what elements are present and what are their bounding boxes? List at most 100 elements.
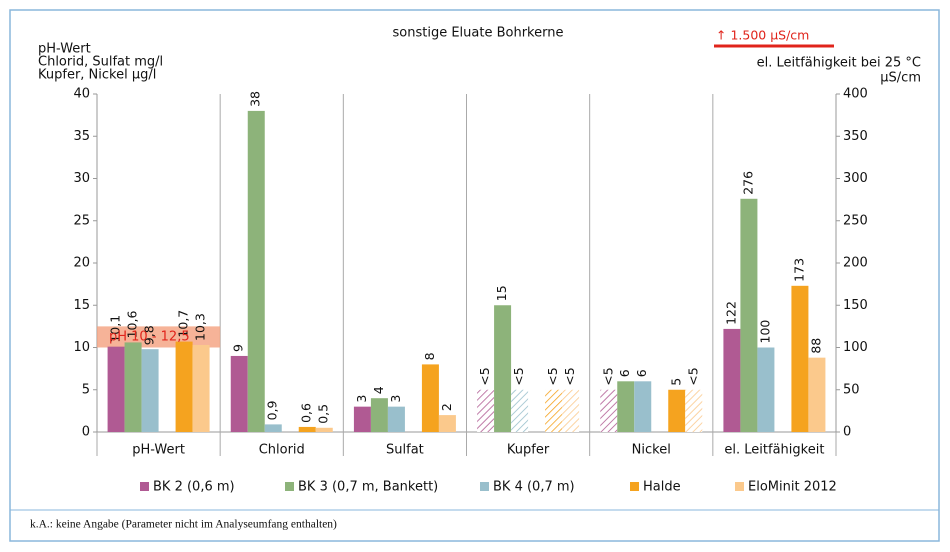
value-label: 9	[231, 344, 246, 352]
annotation-label: pH 10 - 12,5	[109, 329, 190, 344]
bar	[600, 389, 618, 432]
value-label: 173	[791, 258, 806, 282]
value-label: <5	[511, 367, 526, 385]
y-axis-label: Kupfer, Nickel µg/l	[38, 68, 156, 83]
bar	[192, 344, 210, 432]
value-label: 5	[668, 378, 683, 386]
value-label: 276	[740, 171, 755, 195]
x-tick-label: Kupfer	[507, 443, 550, 458]
legend-swatch	[735, 482, 744, 491]
y-tick-label: 20	[73, 256, 90, 271]
bar	[421, 364, 439, 432]
bar	[315, 427, 333, 432]
value-label: <5	[562, 367, 577, 385]
y2-tick-label: 300	[843, 171, 868, 186]
legend-swatch	[630, 482, 639, 491]
value-label: 6	[617, 369, 632, 377]
value-label: 9,8	[142, 325, 157, 345]
bar	[264, 424, 282, 432]
bar	[668, 389, 686, 432]
bar	[387, 406, 405, 432]
legend-swatch	[285, 482, 294, 491]
value-label: 88	[808, 338, 823, 354]
value-label: 3	[388, 395, 403, 403]
bar	[370, 398, 388, 432]
value-label: <5	[545, 367, 560, 385]
value-label: 122	[723, 301, 738, 325]
value-label: 38	[248, 91, 263, 107]
bar	[175, 341, 193, 432]
legend-label: BK 4 (0,7 m)	[493, 480, 575, 495]
bar	[723, 328, 741, 432]
footnote: k.A.: keine Angabe (Parameter nicht im A…	[30, 519, 337, 531]
bar	[247, 110, 265, 433]
bar	[124, 342, 142, 432]
bar	[808, 357, 826, 432]
bar	[617, 381, 635, 432]
value-label: <5	[600, 367, 615, 385]
bar	[438, 415, 456, 432]
y-tick-label: 15	[73, 298, 90, 313]
bar	[141, 349, 159, 432]
bar	[477, 389, 495, 432]
bar	[757, 347, 775, 432]
y-tick-label: 40	[73, 87, 90, 102]
value-label: 10,1	[108, 315, 123, 343]
value-label: 0,9	[265, 400, 280, 420]
bar	[511, 389, 529, 432]
bar	[545, 389, 563, 432]
bar	[298, 426, 316, 432]
y2-tick-label: 400	[843, 87, 868, 102]
y2-tick-label: 50	[843, 382, 860, 397]
bar	[634, 381, 652, 432]
value-label: 10,3	[193, 313, 208, 341]
legend-label: BK 2 (0,6 m)	[153, 480, 235, 495]
bar	[685, 389, 703, 432]
y2-tick-label: 0	[843, 425, 851, 440]
y2-tick-label: 200	[843, 256, 868, 271]
y-tick-label: 25	[73, 213, 90, 228]
y-tick-label: 35	[73, 129, 90, 144]
y-axis-label: pH-Wert	[38, 42, 91, 57]
bar	[740, 198, 758, 432]
value-label: 10,6	[125, 311, 140, 339]
value-label: 0,5	[316, 404, 331, 424]
value-label: 2	[439, 403, 454, 411]
y2-tick-label: 100	[843, 340, 868, 355]
y2-tick-label: 250	[843, 213, 868, 228]
legend-label: EloMinit 2012	[748, 480, 837, 495]
limit-note: ↑ 1.500 µS/cm	[716, 28, 809, 43]
chart-title: sonstige Eluate Bohrkerne	[393, 26, 564, 41]
y-tick-label: 30	[73, 171, 90, 186]
value-label: 8	[422, 352, 437, 360]
x-tick-label: Nickel	[632, 443, 671, 458]
value-label: 15	[494, 285, 509, 301]
value-label: 3	[354, 395, 369, 403]
y-tick-label: 0	[82, 425, 90, 440]
y-tick-label: 10	[73, 340, 90, 355]
bar	[562, 389, 580, 432]
legend-swatch	[140, 482, 149, 491]
bar	[230, 355, 248, 432]
value-label: 10,7	[176, 310, 191, 338]
value-label: 0,6	[299, 403, 314, 423]
frame	[9, 9, 940, 542]
bar	[107, 346, 125, 432]
y-tick-label: 5	[82, 382, 90, 397]
value-label: 100	[757, 320, 772, 344]
bar	[353, 406, 371, 432]
y2-axis-label: el. Leitfähigkeit bei 25 °C	[757, 56, 921, 71]
bar	[494, 305, 512, 432]
legend-label: BK 3 (0,7 m, Bankett)	[298, 480, 438, 495]
y2-tick-label: 350	[843, 129, 868, 144]
x-tick-label: Chlorid	[259, 443, 305, 458]
value-label: 6	[634, 369, 649, 377]
legend-label: Halde	[643, 480, 681, 495]
x-tick-label: pH-Wert	[132, 443, 185, 458]
bar	[791, 285, 809, 432]
x-tick-label: Sulfat	[386, 443, 424, 458]
value-label: <5	[685, 367, 700, 385]
legend-swatch	[480, 482, 489, 491]
y-axis-label: Chlorid, Sulfat mg/l	[38, 55, 163, 70]
